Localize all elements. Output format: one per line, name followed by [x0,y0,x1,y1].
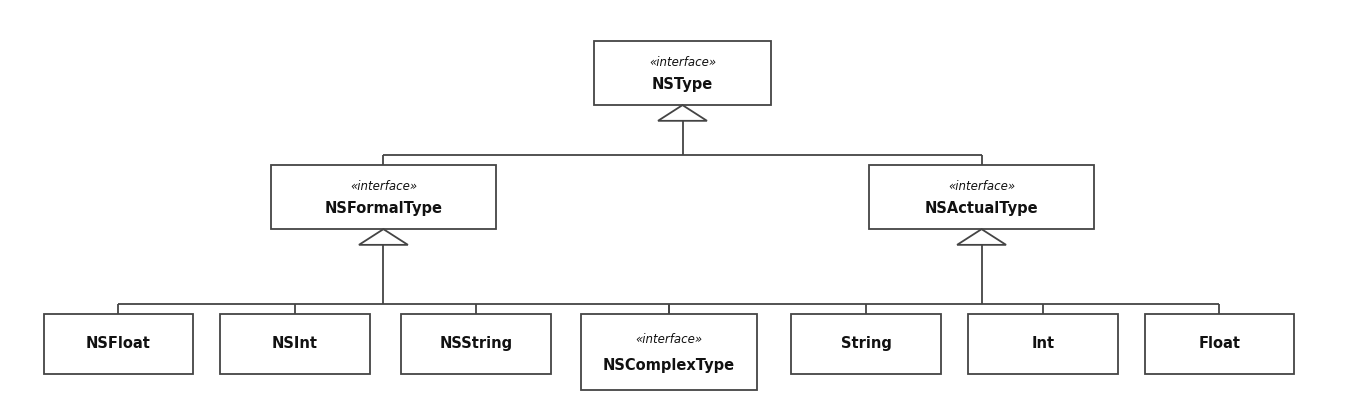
Text: NSFormalType: NSFormalType [325,201,442,216]
FancyBboxPatch shape [272,165,495,229]
Polygon shape [957,229,1006,245]
FancyBboxPatch shape [1145,314,1294,374]
FancyBboxPatch shape [220,314,370,374]
Text: String: String [841,336,891,352]
FancyBboxPatch shape [401,314,550,374]
Text: NSType: NSType [652,77,713,92]
Text: NSInt: NSInt [272,336,318,352]
FancyBboxPatch shape [870,165,1093,229]
FancyBboxPatch shape [44,314,192,374]
Text: «interface»: «interface» [949,180,1016,193]
FancyBboxPatch shape [580,314,758,391]
Text: «interface»: «interface» [648,56,717,69]
Text: «interface»: «interface» [349,180,416,193]
Text: Float: Float [1198,336,1241,352]
FancyBboxPatch shape [594,41,771,105]
FancyBboxPatch shape [792,314,940,374]
Text: NSString: NSString [440,336,512,352]
FancyBboxPatch shape [968,314,1118,374]
Text: NSComplexType: NSComplexType [603,358,734,373]
Text: NSActualType: NSActualType [924,201,1039,216]
Text: «interface»: «interface» [635,334,703,347]
Polygon shape [359,229,408,245]
Polygon shape [658,105,707,121]
Text: NSFloat: NSFloat [86,336,150,352]
Text: Int: Int [1031,336,1054,352]
